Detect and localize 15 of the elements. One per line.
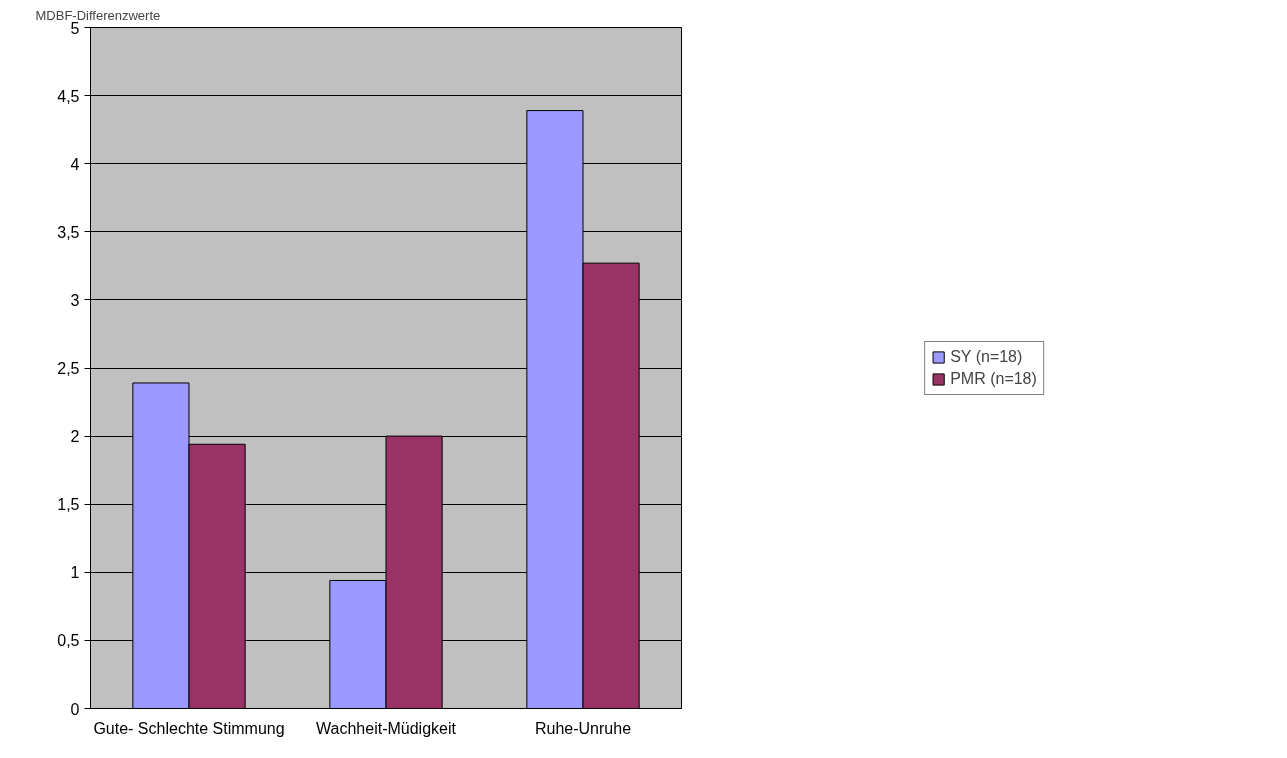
y-tick-label: 4 (70, 155, 80, 173)
x-tick-label: Ruhe-Unruhe (534, 719, 632, 737)
y-tick-label: 1 (70, 564, 80, 582)
x-tick-label: Wachheit-Müdigkeit (316, 719, 457, 737)
y-tick-label: 0 (70, 700, 80, 718)
y-tick-label: 3 (70, 291, 80, 309)
y-tick-label: 3,5 (57, 223, 80, 241)
y-tick-label: 2 (70, 428, 80, 446)
y-tick-label: 0,5 (57, 632, 80, 650)
y-tick-label: 1,5 (57, 496, 80, 514)
y-tick-label: 4,5 (57, 87, 80, 105)
legend-label: PMR (n=18) (950, 369, 1037, 388)
x-tick-label: Gute- Schlechte Stimmung (93, 719, 285, 737)
legend-label: SY (n=18) (950, 347, 1023, 366)
y-tick-label: 2,5 (57, 360, 80, 377)
